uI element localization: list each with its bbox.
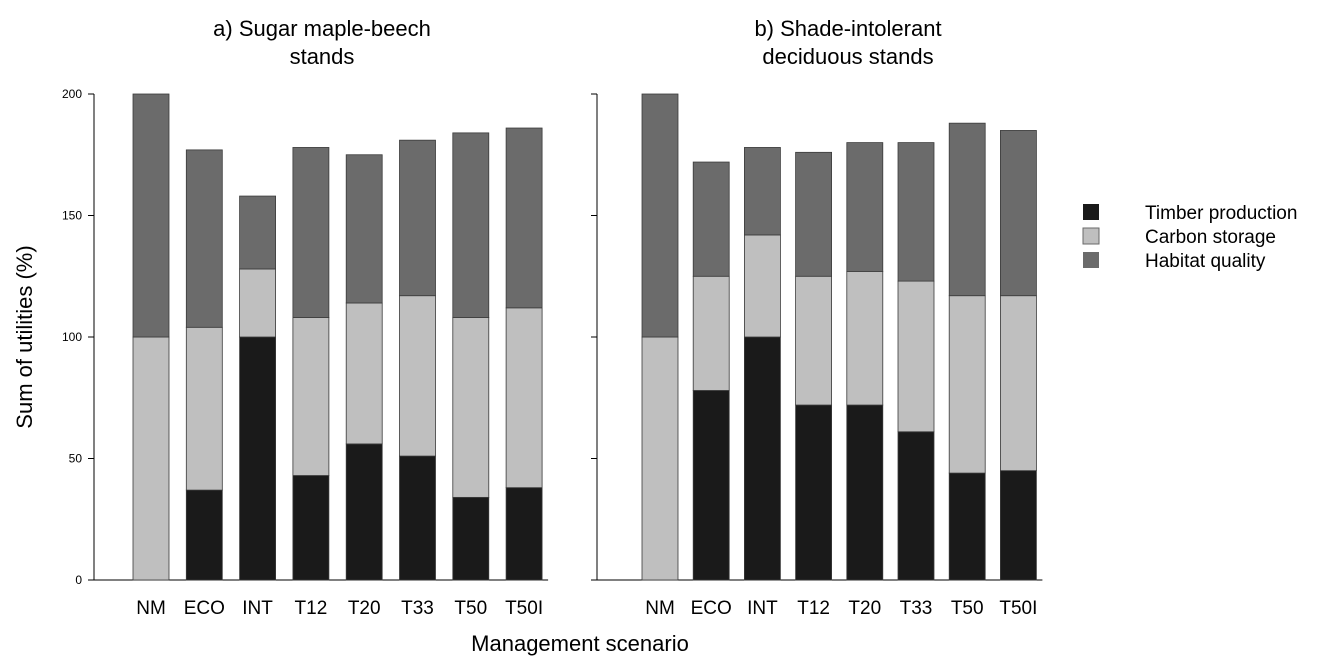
bar-b-int-habitat <box>744 147 781 236</box>
category-label-a-t50i: T50I <box>505 598 543 619</box>
bar-b-t50i-carbon <box>1000 295 1037 472</box>
bar-b-nm-carbon <box>641 336 679 581</box>
bar-b-t12-habitat <box>795 151 832 277</box>
bar-b-t33-timber <box>897 431 935 581</box>
panel-shade-intolerant: NM ECO INT T12 T20 T33 T50 T50I <box>591 93 1043 619</box>
bar-a-t50i-timber <box>505 487 543 581</box>
panel-a-title-line2: stands <box>290 44 355 69</box>
bar-a-t20-timber <box>345 443 383 581</box>
bar-a-t50i-carbon <box>505 307 543 489</box>
legend-label-timber: Timber production <box>1145 203 1297 224</box>
bar-b-t50i-habitat <box>1000 130 1037 297</box>
category-label-b-t20: T20 <box>848 598 881 619</box>
bar-b-eco-timber <box>692 390 730 581</box>
bar-a-int-carbon <box>239 268 277 338</box>
category-label-b-nm: NM <box>645 598 675 619</box>
legend-label-carbon: Carbon storage <box>1145 227 1276 248</box>
panel-b-title-line2: deciduous stands <box>762 44 933 69</box>
panel-sugar-maple-beech: 0 50 100 150 200 NM ECO INT T12 T20 T33 T50 T50I <box>62 87 549 619</box>
category-label-a-t12: T12 <box>295 598 328 619</box>
y-tick-label-150: 150 <box>62 209 82 223</box>
bar-b-eco-carbon <box>692 275 730 391</box>
bar-a-t20-habitat <box>345 154 383 304</box>
category-label-a-nm: NM <box>136 598 166 619</box>
category-label-b-t12: T12 <box>797 598 830 619</box>
y-tick-label-200: 200 <box>62 87 82 101</box>
category-label-b-t50: T50 <box>951 598 984 619</box>
bar-a-t50i-habitat <box>505 127 543 309</box>
bar-a-nm-carbon <box>132 336 170 581</box>
category-label-a-t20: T20 <box>348 598 381 619</box>
legend: Timber production Carbon storage Habitat… <box>1082 203 1297 272</box>
bar-a-t20-carbon <box>345 302 383 445</box>
legend-swatch-carbon <box>1082 227 1100 245</box>
category-label-a-t33: T33 <box>401 598 434 619</box>
category-label-a-int: INT <box>242 598 273 619</box>
bar-a-t12-carbon <box>292 317 330 476</box>
bar-b-t50-carbon <box>948 295 986 474</box>
bar-a-nm-habitat <box>132 93 170 338</box>
bar-a-eco-carbon <box>185 326 223 491</box>
legend-swatch-habitat <box>1083 252 1099 268</box>
category-label-b-int: INT <box>747 598 778 619</box>
bar-b-t20-carbon <box>846 270 884 406</box>
bar-a-t50-habitat <box>452 132 490 318</box>
bar-a-t12-habitat <box>292 147 330 318</box>
y-tick-label-100: 100 <box>62 330 82 344</box>
bar-a-eco-timber <box>185 489 223 581</box>
bar-b-t50i-timber <box>1000 470 1037 581</box>
bar-a-t33-timber <box>399 455 436 581</box>
bar-b-t33-habitat <box>897 142 935 282</box>
bar-a-t50-carbon <box>452 317 490 498</box>
bar-b-t50-timber <box>948 472 986 581</box>
y-tick-label-0: 0 <box>75 573 82 587</box>
y-axis-title: Sum of utilities (%) <box>12 245 37 428</box>
bar-b-int-carbon <box>744 234 781 338</box>
bar-b-t12-carbon <box>795 275 832 406</box>
bar-b-t33-carbon <box>897 280 935 433</box>
bar-b-t50-habitat <box>948 122 986 297</box>
category-label-b-t50i: T50I <box>999 598 1037 619</box>
x-axis-title: Management scenario <box>471 631 689 656</box>
category-label-a-t50: T50 <box>454 598 487 619</box>
bar-b-nm-habitat <box>641 93 679 338</box>
bar-b-eco-habitat <box>692 161 730 277</box>
bar-a-eco-habitat <box>185 149 223 328</box>
bar-b-t20-timber <box>846 404 884 581</box>
legend-swatch-timber <box>1083 204 1099 220</box>
bar-a-t33-carbon <box>399 295 436 457</box>
bar-b-int-timber <box>744 336 781 581</box>
bar-b-t12-timber <box>795 404 832 581</box>
bar-a-t33-habitat <box>399 139 436 297</box>
category-label-b-t33: T33 <box>900 598 933 619</box>
y-tick-label-50: 50 <box>69 452 83 466</box>
bar-a-int-habitat <box>239 195 277 270</box>
bar-a-t12-timber <box>292 475 330 581</box>
panel-b-title-line1: b) Shade-intolerant <box>754 16 941 41</box>
legend-label-habitat: Habitat quality <box>1145 251 1266 272</box>
bar-a-t50-timber <box>452 496 490 581</box>
bar-b-t20-habitat <box>846 142 884 272</box>
category-label-a-eco: ECO <box>184 598 225 619</box>
panel-a-title-line1: a) Sugar maple-beech <box>213 16 431 41</box>
bar-a-int-timber <box>239 336 277 581</box>
category-label-b-eco: ECO <box>691 598 732 619</box>
